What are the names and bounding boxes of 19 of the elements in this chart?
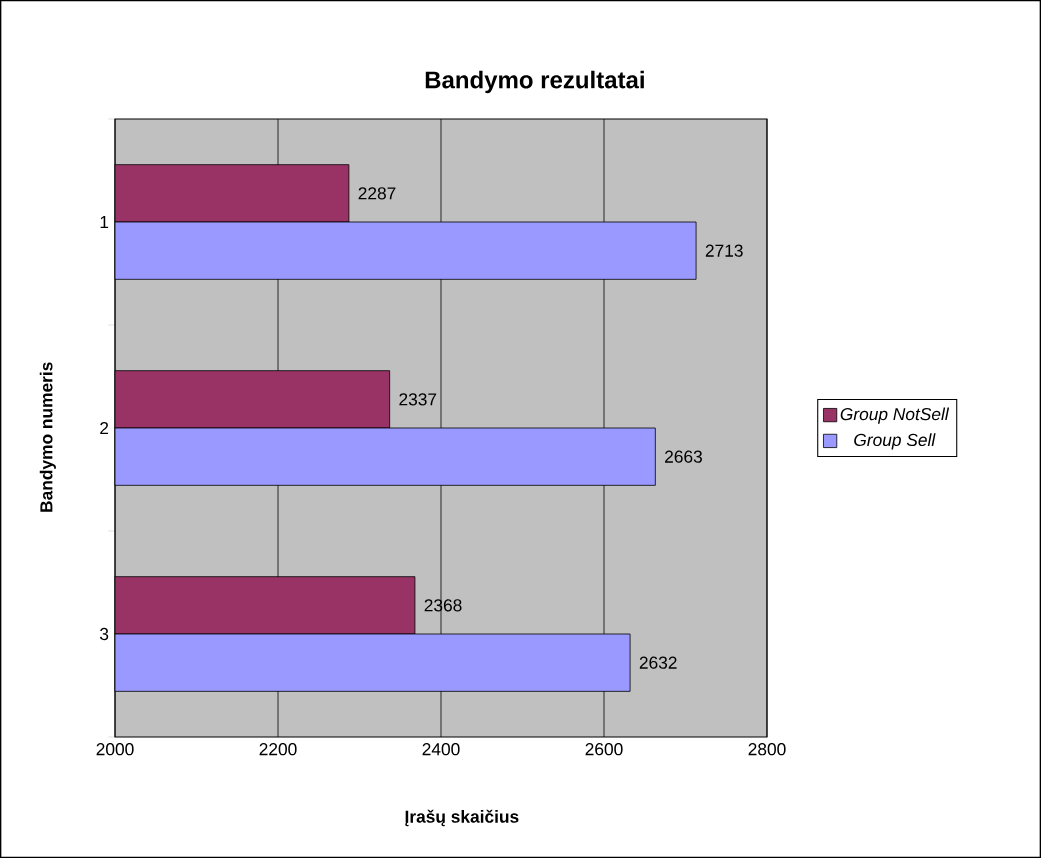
chart-title: Bandymo rezultatai [425,70,644,94]
data-label: 2287 [358,187,396,200]
x-tick-label: 2800 [748,743,786,756]
x-tick-label: 2600 [585,743,623,756]
legend-label: Group NotSell [840,407,950,424]
y-axis-title: Bandymo numeris [39,362,56,512]
data-label: 2368 [424,599,462,612]
x-tick-label: 2000 [96,743,134,756]
x-tick-label: 2400 [422,743,460,756]
data-label: 2632 [639,656,677,669]
x-axis-title: Įrašų skaičius [405,809,519,827]
y-tick-label: 3 [99,627,109,641]
x-tick-label: 2200 [259,743,297,756]
data-label: 2663 [665,450,702,463]
y-tick-label: 1 [100,216,109,228]
y-tick-label: 2 [100,421,109,435]
data-label: 2337 [399,393,437,406]
legend-label: Group Sell [854,433,936,450]
data-label: 2713 [705,244,743,257]
